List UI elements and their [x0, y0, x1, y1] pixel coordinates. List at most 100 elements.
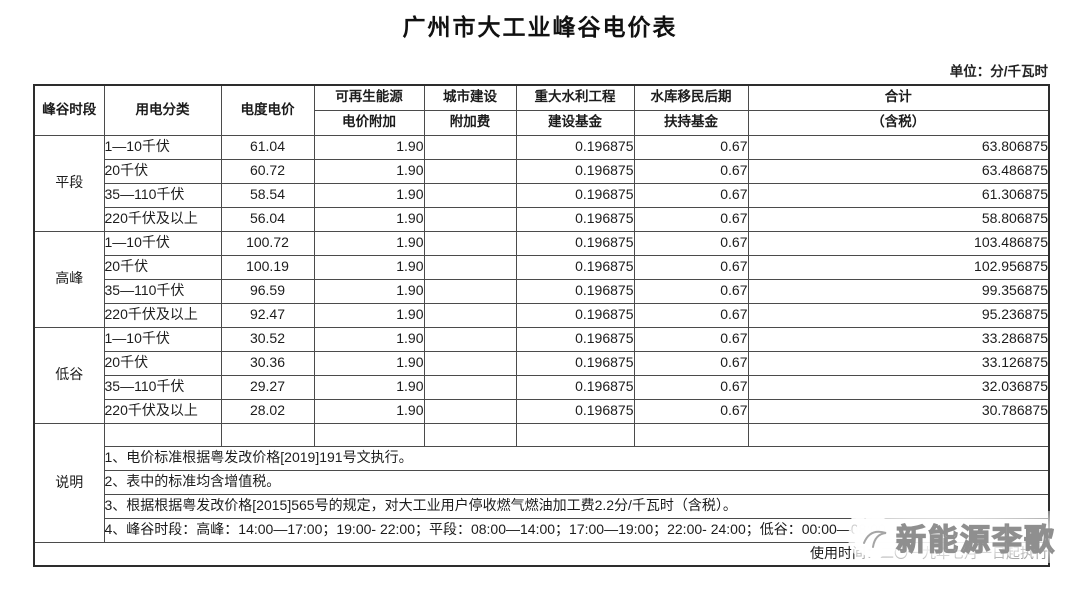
cell-city-surcharge: [423, 134, 517, 160]
header-city-bottom: 附加费: [423, 109, 517, 136]
cell-category: 35—110千伏: [103, 182, 222, 208]
header-row-top: 峰谷时段 用电分类 电度电价 可再生能源 城市建设 重大水利工程 水库移民后期 …: [33, 84, 1050, 136]
cell-total: 58.806875: [747, 206, 1050, 232]
cell-category: 1—10千伏: [103, 326, 222, 352]
table-row: 20千伏 100.19 1.90 0.196875 0.67 102.95687…: [34, 254, 1050, 280]
cell-total: 102.956875: [747, 254, 1050, 280]
table-row: 220千伏及以上 56.04 1.90 0.196875 0.67 58.806…: [34, 206, 1050, 232]
empty-cell: [515, 422, 635, 447]
table-row: 低谷 1—10千伏 30.52 1.90 0.196875 0.67 33.28…: [33, 326, 1050, 424]
cell-price: 61.04: [220, 134, 315, 160]
cell-city-surcharge: [423, 326, 517, 352]
cell-water-fund: 0.196875: [515, 326, 635, 352]
cell-water-fund: 0.196875: [515, 254, 635, 280]
header-renewable-bottom: 电价附加: [313, 109, 425, 136]
note-item-1: 1、电价标准根据粤发改价格[2019]191号文执行。: [103, 445, 1050, 471]
cell-water-fund: 0.196875: [515, 374, 635, 400]
cell-renewable: 1.90: [313, 398, 425, 424]
table-row-empty: 说明: [33, 422, 1050, 543]
swirl-icon: [863, 530, 887, 548]
table-row: 35—110千伏 58.54 1.90 0.196875 0.67 61.306…: [34, 182, 1050, 208]
watermark: 新能源李歌: [848, 506, 1076, 563]
table-row: 220千伏及以上 92.47 1.90 0.196875 0.67 95.236…: [34, 302, 1050, 328]
cell-city-surcharge: [423, 158, 517, 184]
cell-category: 35—110千伏: [103, 374, 222, 400]
cell-reservoir-fund: 0.67: [633, 398, 749, 424]
cell-water-fund: 0.196875: [515, 230, 635, 256]
cell-city-surcharge: [423, 374, 517, 400]
cell-water-fund: 0.196875: [515, 302, 635, 328]
note-row: 1、电价标准根据粤发改价格[2019]191号文执行。: [34, 445, 1050, 471]
table-row: 35—110千伏 29.27 1.90 0.196875 0.67 32.036…: [34, 374, 1050, 400]
cell-category: 220千伏及以上: [103, 398, 222, 424]
cell-water-fund: 0.196875: [515, 134, 635, 160]
cell-price: 100.72: [220, 230, 315, 256]
empty-cell: [313, 422, 425, 447]
cell-price: 29.27: [220, 374, 315, 400]
table-row: 20千伏 30.36 1.90 0.196875 0.67 33.126875: [34, 350, 1050, 376]
table-row: 20千伏 60.72 1.90 0.196875 0.67 63.486875: [34, 158, 1050, 184]
table-row: 平段 1—10千伏 61.04 1.90 0.196875 0.67 63.80…: [33, 134, 1050, 232]
cell-category: 220千伏及以上: [103, 206, 222, 232]
cell-category: 20千伏: [103, 158, 222, 184]
note-item-2: 2、表中的标准均含增值税。: [103, 469, 1050, 495]
cell-reservoir-fund: 0.67: [633, 182, 749, 208]
cell-renewable: 1.90: [313, 302, 425, 328]
cell-price: 60.72: [220, 158, 315, 184]
cell-renewable: 1.90: [313, 254, 425, 280]
cell-city-surcharge: [423, 230, 517, 256]
period-label-valley: 低谷: [33, 326, 105, 424]
table-row: 35—110千伏 96.59 1.90 0.196875 0.67 99.356…: [34, 278, 1050, 304]
cell-total: 63.806875: [747, 134, 1050, 160]
cell-category: 20千伏: [103, 254, 222, 280]
cell-price: 58.54: [220, 182, 315, 208]
cell-renewable: 1.90: [313, 374, 425, 400]
empty-cell: [103, 422, 222, 447]
empty-cell: [747, 422, 1050, 447]
cell-reservoir-fund: 0.67: [633, 302, 749, 328]
cell-renewable: 1.90: [313, 326, 425, 352]
unit-note: 单位：分/千瓦时: [949, 64, 1048, 79]
header-category: 用电分类: [103, 84, 222, 136]
cell-renewable: 1.90: [313, 134, 425, 160]
page-title: 广州市大工业峰谷电价表: [402, 14, 678, 40]
header-city-top: 城市建设: [423, 84, 517, 111]
cell-city-surcharge: [423, 206, 517, 232]
cell-total: 61.306875: [747, 182, 1050, 208]
header-row-bottom: 电价附加 附加费 建设基金 扶持基金 （含税）: [34, 109, 1050, 136]
cell-city-surcharge: [423, 182, 517, 208]
cell-water-fund: 0.196875: [515, 182, 635, 208]
header-reservoir-top: 水库移民后期: [633, 84, 749, 111]
period-label-peak: 高峰: [33, 230, 105, 328]
cell-price: 96.59: [220, 278, 315, 304]
table-row: 高峰 1—10千伏 100.72 1.90 0.196875 0.67 103.…: [33, 230, 1050, 328]
cell-price: 30.52: [220, 326, 315, 352]
cell-reservoir-fund: 0.67: [633, 254, 749, 280]
cell-total: 33.286875: [747, 326, 1050, 352]
cell-reservoir-fund: 0.67: [633, 134, 749, 160]
cell-city-surcharge: [423, 254, 517, 280]
cell-reservoir-fund: 0.67: [633, 158, 749, 184]
cell-price: 30.36: [220, 350, 315, 376]
note-row: 2、表中的标准均含增值税。: [34, 469, 1050, 495]
cell-renewable: 1.90: [313, 182, 425, 208]
cell-price: 100.19: [220, 254, 315, 280]
cell-water-fund: 0.196875: [515, 398, 635, 424]
cell-renewable: 1.90: [313, 206, 425, 232]
header-price: 电度电价: [220, 84, 315, 136]
cell-renewable: 1.90: [313, 230, 425, 256]
cell-reservoir-fund: 0.67: [633, 230, 749, 256]
cell-reservoir-fund: 0.67: [633, 206, 749, 232]
header-total-top: 合计: [747, 84, 1050, 111]
cell-reservoir-fund: 0.67: [633, 350, 749, 376]
cell-price: 28.02: [220, 398, 315, 424]
cell-reservoir-fund: 0.67: [633, 374, 749, 400]
cell-renewable: 1.90: [313, 350, 425, 376]
cell-water-fund: 0.196875: [515, 206, 635, 232]
cell-total: 32.036875: [747, 374, 1050, 400]
empty-cell: [423, 422, 517, 447]
table-row: 220千伏及以上 28.02 1.90 0.196875 0.67 30.786…: [34, 398, 1050, 424]
cell-city-surcharge: [423, 398, 517, 424]
cell-category: 20千伏: [103, 350, 222, 376]
cell-total: 63.486875: [747, 158, 1050, 184]
